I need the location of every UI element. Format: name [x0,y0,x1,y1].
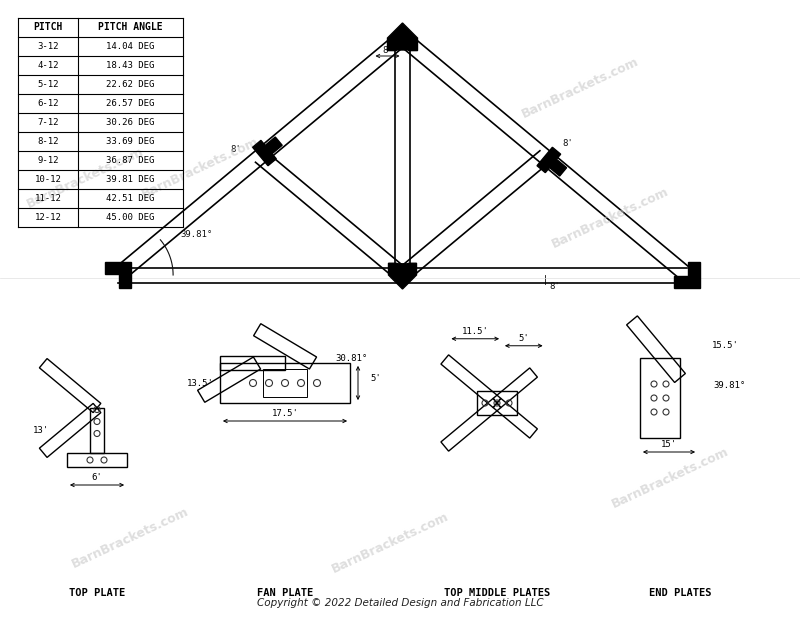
Text: 10-12: 10-12 [34,175,62,184]
Text: 11-12: 11-12 [34,194,62,203]
Polygon shape [389,263,417,289]
Text: 33.69 DEG: 33.69 DEG [106,137,154,146]
Text: 15.5': 15.5' [712,341,739,350]
Text: 8': 8' [230,145,241,153]
Text: 6-12: 6-12 [38,99,58,108]
Polygon shape [674,262,700,288]
Text: 4-12: 4-12 [38,61,58,70]
Text: FAN PLATE: FAN PLATE [257,588,313,598]
Text: 7-12: 7-12 [38,118,58,127]
Text: 39.81°: 39.81° [180,230,212,239]
Text: 8': 8' [562,140,574,148]
Text: TOP PLATE: TOP PLATE [69,588,125,598]
Text: 13': 13' [33,426,49,435]
Text: 6': 6' [92,473,102,482]
Text: END PLATES: END PLATES [649,588,711,598]
Polygon shape [253,137,282,166]
Text: BarnBrackets.com: BarnBrackets.com [24,145,146,211]
Text: 3-12: 3-12 [38,42,58,51]
Text: 22.62 DEG: 22.62 DEG [106,80,154,89]
Text: BarnBrackets.com: BarnBrackets.com [330,510,450,576]
Text: PITCH: PITCH [34,22,62,33]
Text: 11.5': 11.5' [462,327,489,336]
Text: 18.43 DEG: 18.43 DEG [106,61,154,70]
Text: 30.81°: 30.81° [335,354,367,363]
Text: 8-12: 8-12 [38,137,58,146]
Text: 42.51 DEG: 42.51 DEG [106,194,154,203]
Text: 13.5': 13.5' [187,378,214,387]
Polygon shape [105,262,131,288]
Text: 45.00 DEG: 45.00 DEG [106,213,154,222]
Text: Copyright © 2022 Detailed Design and Fabrication LLC: Copyright © 2022 Detailed Design and Fab… [257,598,543,608]
Text: 14.04 DEG: 14.04 DEG [106,42,154,51]
Text: 36.87 DEG: 36.87 DEG [106,156,154,165]
Text: 5': 5' [370,374,382,383]
Text: BarnBrackets.com: BarnBrackets.com [519,55,641,121]
Text: BarnBrackets.com: BarnBrackets.com [610,445,730,511]
Text: 39.81 DEG: 39.81 DEG [106,175,154,184]
Text: 12-12: 12-12 [34,213,62,222]
Text: 5-12: 5-12 [38,80,58,89]
Text: 5': 5' [518,334,529,343]
Text: TOP MIDDLE PLATES: TOP MIDDLE PLATES [444,588,550,598]
Text: 9-12: 9-12 [38,156,58,165]
Text: 17.5': 17.5' [271,409,298,418]
Text: BarnBrackets.com: BarnBrackets.com [70,505,190,571]
Text: 8': 8' [550,282,561,291]
Text: 15': 15' [661,440,677,449]
Text: 30.26 DEG: 30.26 DEG [106,118,154,127]
Text: 26.57 DEG: 26.57 DEG [106,99,154,108]
Text: 8': 8' [382,46,393,55]
Text: BarnBrackets.com: BarnBrackets.com [139,135,261,201]
Text: PITCH ANGLE: PITCH ANGLE [98,22,163,33]
Polygon shape [387,23,418,51]
Polygon shape [537,147,566,176]
Text: BarnBrackets.com: BarnBrackets.com [550,185,670,251]
Text: 39.81°: 39.81° [713,381,746,390]
